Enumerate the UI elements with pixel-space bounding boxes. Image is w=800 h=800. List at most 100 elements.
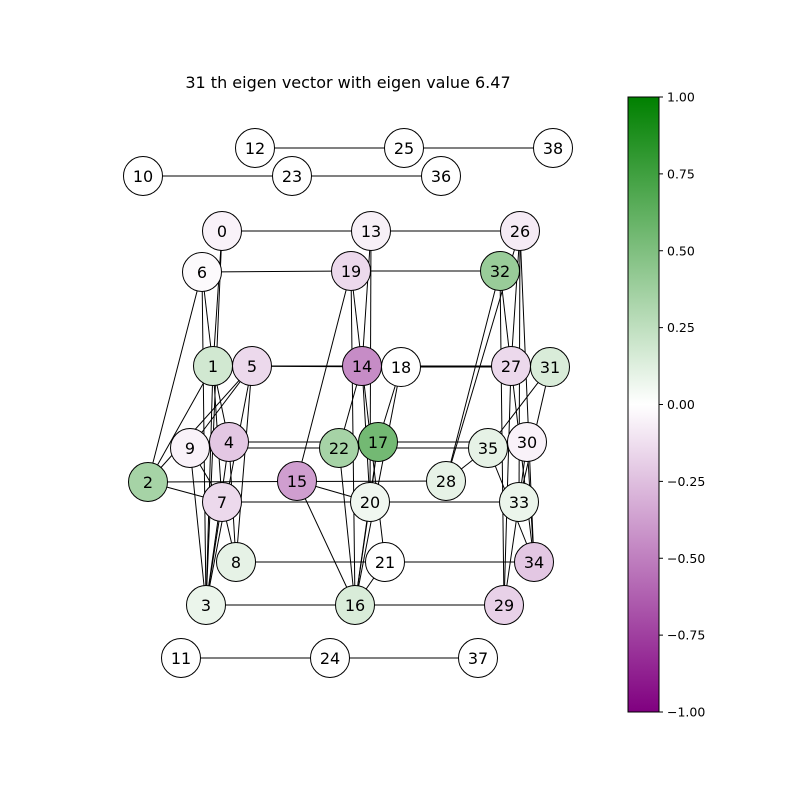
node-label: 8 <box>231 553 241 572</box>
node-label: 3 <box>201 596 211 615</box>
node-label: 24 <box>320 649 340 668</box>
node-label: 18 <box>391 358 411 377</box>
node-circle <box>161 638 201 678</box>
node-label: 25 <box>394 139 414 158</box>
node-circle <box>530 347 570 387</box>
node-26: 26 <box>500 211 540 251</box>
edge-6-2 <box>147 271 203 483</box>
node-19: 19 <box>331 251 371 291</box>
node-circle <box>458 638 498 678</box>
colorbar: 1.00 0.75 0.50 0.25 0.00 −0.25 −0.50 −0.75 −1.00 <box>627 90 705 720</box>
node-1: 1 <box>193 346 233 386</box>
node-24: 24 <box>310 638 350 678</box>
node-circle <box>182 252 222 292</box>
node-22: 22 <box>319 428 359 468</box>
colorbar-tick-label: 0.50 <box>667 243 695 258</box>
node-label: 32 <box>490 262 510 281</box>
node-circle <box>272 156 312 196</box>
edge-6-19 <box>201 270 352 273</box>
node-label: 36 <box>431 167 451 186</box>
node-circle <box>384 128 424 168</box>
edge-27-29 <box>503 365 512 606</box>
node-3: 3 <box>186 585 226 625</box>
node-circle <box>235 128 275 168</box>
node-label: 34 <box>524 553 544 572</box>
node-label: 20 <box>360 493 380 512</box>
node-circle <box>480 251 520 291</box>
node-circle <box>468 428 508 468</box>
node-37: 37 <box>458 638 498 678</box>
node-label: 13 <box>361 222 381 241</box>
node-23: 23 <box>272 156 312 196</box>
node-label: 23 <box>282 167 302 186</box>
edge-14-21 <box>361 365 386 563</box>
node-38: 38 <box>533 128 573 168</box>
colorbar-tick-label: 0.00 <box>667 397 695 412</box>
node-8: 8 <box>216 542 256 582</box>
colorbar-tick-label: −0.50 <box>667 551 705 566</box>
node-17: 17 <box>358 422 398 462</box>
node-label: 15 <box>287 472 307 491</box>
node-30: 30 <box>507 422 547 462</box>
edge-1-2 <box>147 365 214 483</box>
node-circle <box>170 428 210 468</box>
node-32: 32 <box>480 251 520 291</box>
node-29: 29 <box>484 585 524 625</box>
node-6: 6 <box>182 252 222 292</box>
node-label: 21 <box>375 553 395 572</box>
node-34: 34 <box>514 542 554 582</box>
node-label: 26 <box>510 222 530 241</box>
node-label: 9 <box>185 439 195 458</box>
node-10: 10 <box>123 156 163 196</box>
node-label: 38 <box>543 139 563 158</box>
node-11: 11 <box>161 638 201 678</box>
node-18: 18 <box>381 347 421 387</box>
colorbar-tick-label: 1.00 <box>667 90 695 105</box>
node-25: 25 <box>384 128 424 168</box>
node-label: 2 <box>143 473 153 492</box>
edge-5-2 <box>147 365 253 483</box>
node-circle <box>484 585 524 625</box>
node-label: 28 <box>436 472 456 491</box>
node-13: 13 <box>351 211 391 251</box>
node-circle <box>358 422 398 462</box>
node-circle <box>123 156 163 196</box>
node-circle <box>500 211 540 251</box>
edge-15-16 <box>296 480 356 606</box>
node-circle <box>186 585 226 625</box>
node-4: 4 <box>209 422 249 462</box>
node-20: 20 <box>350 482 390 522</box>
node-circle <box>335 585 375 625</box>
colorbar-tick-label: −0.75 <box>667 628 705 643</box>
colorbar-ticks: 1.00 0.75 0.50 0.25 0.00 −0.25 −0.50 −0.75 −1.00 <box>659 90 705 720</box>
edge-13-14 <box>361 230 372 367</box>
node-circle <box>533 128 573 168</box>
node-15: 15 <box>277 461 317 501</box>
node-label: 10 <box>133 167 153 186</box>
node-label: 27 <box>501 357 521 376</box>
node-2: 2 <box>128 462 168 502</box>
node-0: 0 <box>202 211 242 251</box>
edge-27-34 <box>510 365 535 563</box>
node-31: 31 <box>530 347 570 387</box>
node-27: 27 <box>491 346 531 386</box>
node-label: 37 <box>468 649 488 668</box>
node-label: 30 <box>517 433 537 452</box>
node-36: 36 <box>421 156 461 196</box>
node-label: 16 <box>345 596 365 615</box>
node-circle <box>209 422 249 462</box>
colorbar-gradient <box>627 96 660 713</box>
colorbar-tick-label: −1.00 <box>667 705 705 720</box>
node-circle <box>232 346 272 386</box>
colorbar-tick-label: 0.75 <box>667 166 695 181</box>
node-circle <box>310 638 350 678</box>
node-label: 17 <box>368 433 388 452</box>
node-circle <box>426 461 466 501</box>
node-layer: 0123456789101112131415161718192021222324… <box>123 128 573 678</box>
node-circle <box>277 461 317 501</box>
edge-0-3 <box>205 230 223 606</box>
edge-9-3 <box>189 447 207 606</box>
node-16: 16 <box>335 585 375 625</box>
edge-15-19 <box>296 270 352 482</box>
